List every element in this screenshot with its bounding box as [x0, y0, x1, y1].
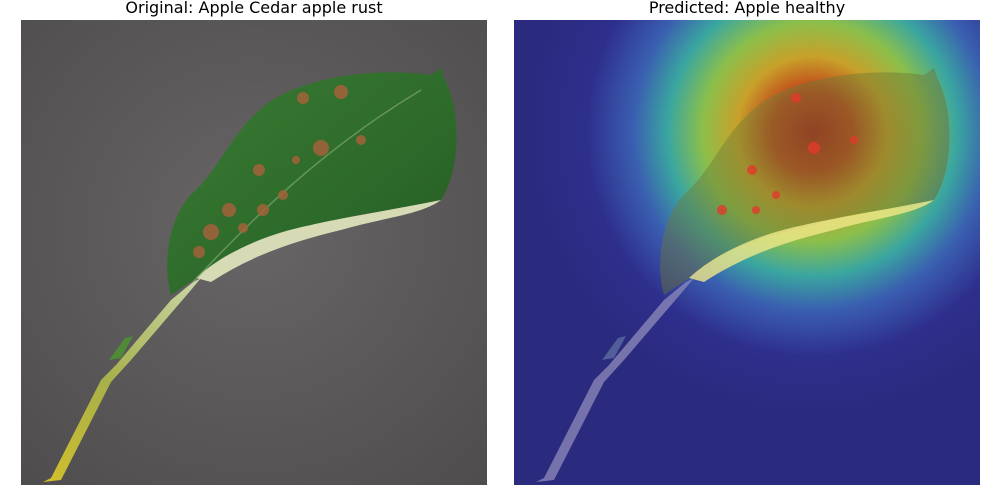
- leaf-bud: [109, 336, 133, 360]
- leaf-blade: [167, 68, 457, 295]
- leaf-underside-overlay: [689, 200, 934, 282]
- leaf-blade-overlay: [660, 68, 950, 295]
- leaf-midrib: [192, 89, 422, 283]
- rust-spots-overlay: [717, 93, 858, 215]
- original-panel: Original: Apple Cedar apple rust: [21, 0, 487, 485]
- heatmap-image: [514, 20, 980, 485]
- leaf-stem: [43, 278, 201, 482]
- rust-spots: [193, 85, 366, 258]
- leaf-underside: [196, 200, 441, 282]
- predicted-panel: Predicted: Apple healthy: [514, 0, 980, 485]
- leaf-stem-overlay: [536, 278, 694, 482]
- predicted-title: Predicted: Apple healthy: [648, 0, 846, 17]
- original-image: [21, 20, 487, 485]
- leaf-bud-overlay: [602, 336, 626, 360]
- original-title: Original: Apple Cedar apple rust: [125, 0, 383, 17]
